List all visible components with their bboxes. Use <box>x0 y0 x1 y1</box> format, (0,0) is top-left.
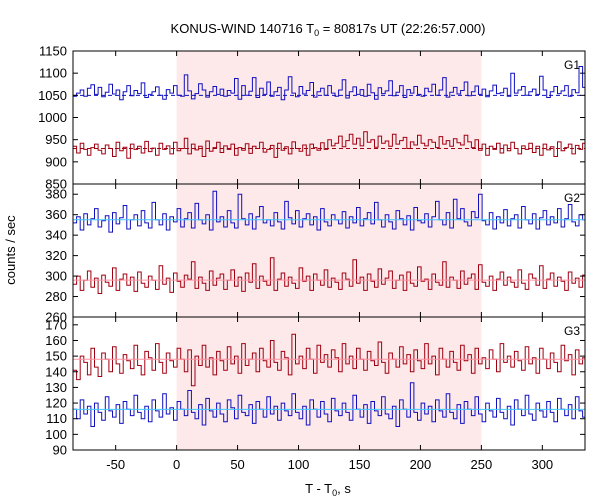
y-tick-label: 90 <box>53 443 67 458</box>
y-tick-label: 360 <box>45 207 67 222</box>
series-red-g2 <box>73 257 585 294</box>
y-tick-label: 170 <box>45 317 67 332</box>
panel-g1: 850 900 950 1000 1050 1100 1150 G1 <box>38 44 586 192</box>
panel-label-g2: G2 <box>564 191 580 205</box>
x-tick-label: 300 <box>531 457 553 472</box>
panel-label-g1: G1 <box>564 58 580 72</box>
y-tick-label: 280 <box>45 289 67 304</box>
chart-title: KONUS-WIND 140716 T0 = 80817s UT (22:26:… <box>171 21 486 38</box>
y-tick-label: 900 <box>45 154 67 169</box>
x-tick-labels: -50 0 50 100 150 200 250 300 <box>106 457 553 472</box>
series-blue-g3 <box>73 382 585 427</box>
highlight-interval <box>176 184 482 317</box>
x-tick-label: 250 <box>471 457 493 472</box>
y-tick-label: 300 <box>45 269 67 284</box>
series-red-g1 <box>73 131 585 159</box>
y-tick-label: 1000 <box>38 110 67 125</box>
highlight-interval <box>176 51 482 184</box>
y-tick-label: 340 <box>45 228 67 243</box>
y-tick-label: 140 <box>45 364 67 379</box>
x-tick-label: 50 <box>230 457 244 472</box>
y-tick-label: 380 <box>45 187 67 202</box>
series-red-g3 <box>73 333 585 387</box>
y-tick-label: 950 <box>45 132 67 147</box>
y-tick-label: 850 <box>45 177 67 192</box>
panels-group: 8509009501000105011001150G12602803003203… <box>38 44 586 472</box>
panel-label-g3: G3 <box>564 324 580 338</box>
y-axis-label: counts / sec <box>3 215 18 285</box>
y-tick-label: 1100 <box>39 66 67 81</box>
y-tick-label: 260 <box>45 310 67 325</box>
panel-g2: 260 280 300 320 340 360 380 G2 <box>45 183 586 325</box>
y-tick-label: 160 <box>45 333 67 348</box>
x-tick-label: 200 <box>410 457 432 472</box>
y-tick-label: 1150 <box>39 44 67 59</box>
x-tick-label: -50 <box>106 457 125 472</box>
x-tick-label: 100 <box>288 457 310 472</box>
series-blue-g2 <box>73 190 585 233</box>
y-tick-label: 120 <box>45 396 67 411</box>
series-blue-g1 <box>73 66 585 101</box>
y-tick-label: 130 <box>45 380 67 395</box>
y-tick-label: 150 <box>45 349 67 364</box>
panel-frame <box>72 316 586 451</box>
x-tick-label: 150 <box>349 457 371 472</box>
y-tick-label: 110 <box>46 411 67 426</box>
y-tick-label: 100 <box>45 427 67 442</box>
x-axis-label: T - T0, s <box>305 481 351 498</box>
y-tick-label: 1050 <box>38 88 67 103</box>
x-tick-label: 0 <box>173 457 180 472</box>
highlight-interval <box>176 317 482 450</box>
y-tick-label: 320 <box>45 248 67 263</box>
